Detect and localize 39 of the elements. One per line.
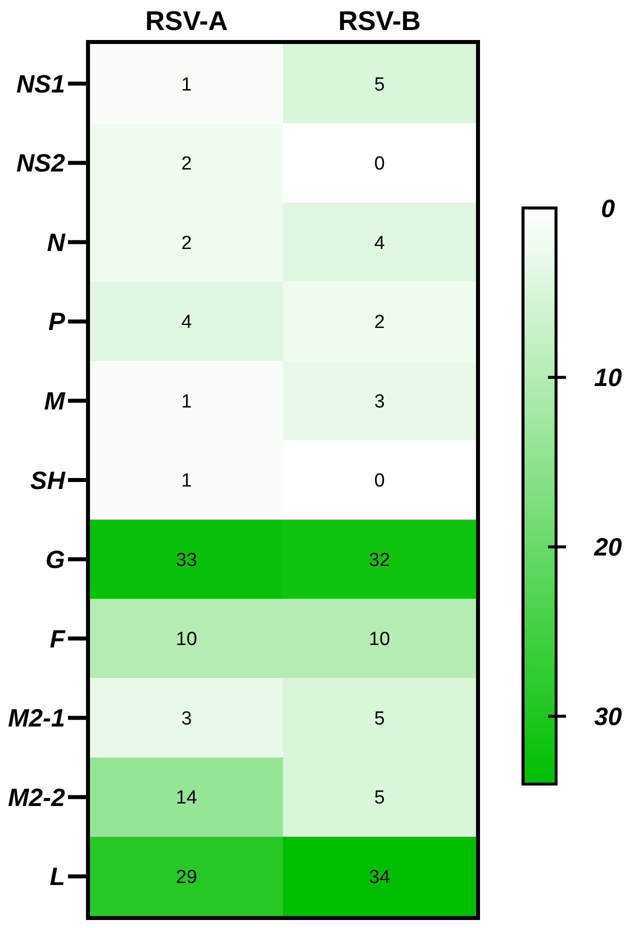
data-label: 0 <box>374 470 385 492</box>
data-label: 34 <box>368 867 390 888</box>
data-label: 10 <box>368 629 390 650</box>
color-bar-label: 30 <box>594 702 622 731</box>
y-tick-label: F <box>50 625 66 654</box>
data-label: 3 <box>374 391 385 412</box>
data-label: 10 <box>176 629 198 650</box>
data-label: 2 <box>181 232 192 254</box>
y-tick-label: SH <box>30 466 66 495</box>
x-tick-label: RSV-A <box>145 6 228 36</box>
data-label: 0 <box>374 154 385 175</box>
color-bar-label: 0 <box>601 194 616 223</box>
data-label: 5 <box>374 788 385 809</box>
color-bar-label: 10 <box>594 364 622 392</box>
data-label: 4 <box>181 312 192 334</box>
data-label: 5 <box>374 74 385 96</box>
data-label: 4 <box>374 232 386 254</box>
y-tick-label: M <box>44 387 66 416</box>
data-label: 33 <box>176 550 198 571</box>
y-tick-label: M2-2 <box>8 784 66 812</box>
data-label: 2 <box>374 312 385 334</box>
y-tick-label: L <box>50 863 65 892</box>
data-label: 1 <box>181 470 192 492</box>
y-tick-label: NS1 <box>16 70 65 98</box>
data-label: 2 <box>181 154 192 175</box>
y-tick-label: NS2 <box>16 150 66 178</box>
y-tick-label: M2-1 <box>8 704 65 733</box>
x-tick-label: RSV-B <box>338 6 421 36</box>
data-label: 5 <box>374 708 385 730</box>
data-label: 32 <box>368 550 390 571</box>
color-bar-label: 20 <box>593 534 622 562</box>
y-tick-label: N <box>46 228 66 257</box>
y-tick-label: G <box>46 546 65 574</box>
data-label: 3 <box>181 708 192 730</box>
data-label: 14 <box>176 788 198 809</box>
data-label: 1 <box>181 391 192 412</box>
y-tick-label: P <box>48 308 66 336</box>
data-label: 1 <box>181 74 192 96</box>
data-label: 29 <box>176 867 198 888</box>
